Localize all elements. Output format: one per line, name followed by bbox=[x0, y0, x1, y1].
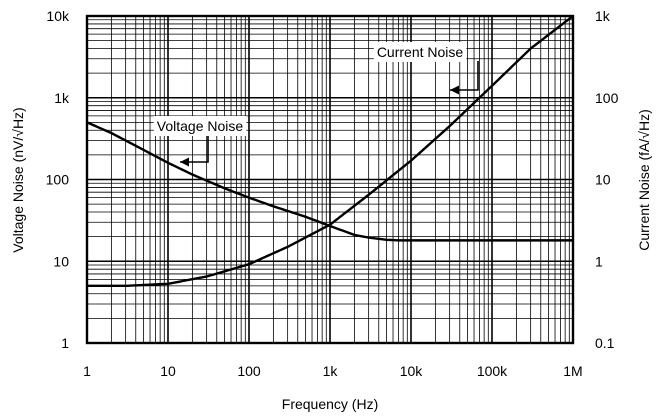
x-tick-label: 1k bbox=[323, 363, 339, 379]
y-tick-label-left: 1 bbox=[61, 335, 69, 351]
current-noise-annotation-leader-line bbox=[450, 61, 479, 91]
tick-layer: 1 10 100 1k 10k 100k 1M 1 10 100 1k 10k 0.1 1 10 100 1k bbox=[46, 8, 619, 379]
grid-layer bbox=[86, 16, 573, 344]
voltage-noise-annotation-arrowhead bbox=[180, 157, 189, 167]
x-tick-label: 100 bbox=[237, 363, 261, 379]
x-axis-title: Frequency (Hz) bbox=[282, 396, 378, 412]
x-tick-label: 100k bbox=[477, 363, 508, 379]
y-tick-label-right: 10 bbox=[595, 172, 611, 188]
current-noise-annotation-arrowhead bbox=[450, 85, 459, 95]
plot-frame bbox=[85, 14, 575, 345]
current-noise-annotation-text: Current Noise bbox=[377, 44, 464, 60]
y-tick-label-right: 0.1 bbox=[595, 335, 615, 351]
y-tick-label-right: 1k bbox=[595, 8, 611, 24]
x-tick-label: 1M bbox=[563, 363, 582, 379]
y-tick-label-left: 10 bbox=[53, 253, 69, 269]
y-axis-title-left: Voltage Noise (nV/√Hz) bbox=[10, 107, 26, 252]
y-tick-label-left: 100 bbox=[46, 172, 70, 188]
voltage-noise-annotation-text: Voltage Noise bbox=[157, 118, 244, 134]
voltage-noise-annotation-background bbox=[153, 116, 247, 136]
x-tick-label: 10 bbox=[160, 363, 176, 379]
current-noise-annotation-background bbox=[373, 42, 467, 62]
y-tick-label-left: 10k bbox=[46, 8, 70, 24]
y-tick-label-right: 1 bbox=[595, 253, 603, 269]
frame-layer bbox=[85, 14, 575, 345]
y-tick-label-right: 100 bbox=[595, 90, 619, 106]
x-tick-label: 10k bbox=[400, 363, 424, 379]
y-axis-title-right: Current Noise (fA/√Hz) bbox=[636, 109, 652, 251]
series-line-current-noise bbox=[87, 15, 574, 288]
x-tick-label: 1 bbox=[83, 363, 91, 379]
annotation-layer: Voltage Noise Current Noise bbox=[153, 42, 479, 167]
voltage-noise-annotation-leader-line bbox=[180, 135, 209, 163]
y-tick-label-left: 1k bbox=[54, 90, 70, 106]
series-layer bbox=[86, 15, 574, 288]
